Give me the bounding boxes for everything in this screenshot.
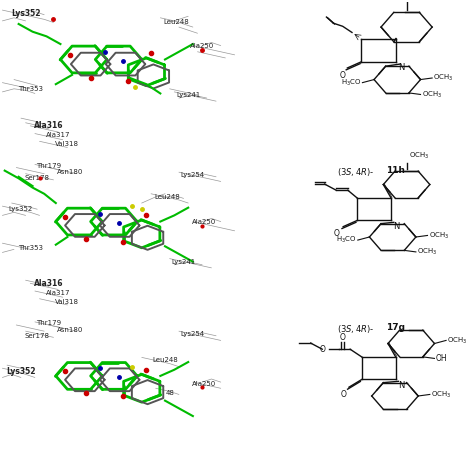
Text: Thr353: Thr353: [18, 86, 43, 92]
Text: N: N: [398, 381, 404, 390]
Text: Ala316: Ala316: [34, 121, 64, 130]
Text: 17g: 17g: [386, 323, 405, 332]
Text: OCH$_3$: OCH$_3$: [409, 151, 429, 161]
Text: OH: OH: [436, 354, 447, 363]
Text: Lys241: Lys241: [172, 259, 196, 264]
Text: 11h: 11h: [386, 166, 405, 175]
Text: OCH$_3$: OCH$_3$: [417, 247, 438, 257]
Text: Val318: Val318: [55, 299, 80, 305]
Text: NH$_2$: NH$_2$: [409, 0, 425, 1]
Text: Lys352: Lys352: [9, 206, 33, 212]
Text: OCH$_3$: OCH$_3$: [433, 73, 454, 83]
Text: N: N: [399, 64, 405, 73]
Text: N: N: [393, 222, 400, 231]
Text: Lys254: Lys254: [181, 172, 205, 178]
Text: Lys352: Lys352: [6, 367, 36, 376]
Text: Lys241: Lys241: [176, 92, 201, 98]
Text: Thr179: Thr179: [36, 320, 62, 327]
Text: Ala316: Ala316: [34, 279, 64, 288]
Text: OCH$_3$: OCH$_3$: [428, 230, 449, 241]
Text: Thr353: Thr353: [18, 245, 43, 251]
Text: Asn180: Asn180: [56, 169, 83, 175]
Text: Leu248: Leu248: [152, 357, 178, 364]
Text: OCH$_3$: OCH$_3$: [447, 335, 468, 346]
Text: O: O: [334, 229, 340, 238]
Text: O: O: [339, 71, 345, 80]
Text: Thr179: Thr179: [36, 163, 62, 169]
Text: 48: 48: [165, 390, 174, 396]
Text: Ala250: Ala250: [192, 381, 217, 387]
Text: Ser178: Ser178: [25, 333, 50, 339]
Text: H$_3$CO: H$_3$CO: [341, 78, 361, 88]
Text: Val318: Val318: [55, 141, 80, 147]
Text: Ala250: Ala250: [192, 219, 217, 225]
Text: Lys254: Lys254: [181, 331, 205, 337]
Text: Ser178: Ser178: [25, 175, 50, 182]
Text: OCH$_3$: OCH$_3$: [431, 389, 451, 400]
Text: $(3S,4R)$-: $(3S,4R)$-: [337, 166, 374, 178]
Text: O: O: [341, 390, 346, 399]
Text: Ala317: Ala317: [46, 290, 70, 296]
Text: OCH$_3$: OCH$_3$: [422, 90, 442, 100]
Text: Asn180: Asn180: [56, 327, 83, 333]
Text: $(3S,4R)$-: $(3S,4R)$-: [337, 323, 374, 336]
Text: O: O: [320, 345, 326, 354]
Text: O: O: [340, 332, 346, 341]
Text: Leu248: Leu248: [155, 194, 180, 200]
Text: Lys352: Lys352: [11, 9, 40, 18]
Text: Ala317: Ala317: [46, 132, 70, 138]
Text: H$_3$CO: H$_3$CO: [336, 235, 356, 245]
Text: Ala250: Ala250: [190, 43, 214, 49]
Text: Leu248: Leu248: [164, 19, 190, 26]
